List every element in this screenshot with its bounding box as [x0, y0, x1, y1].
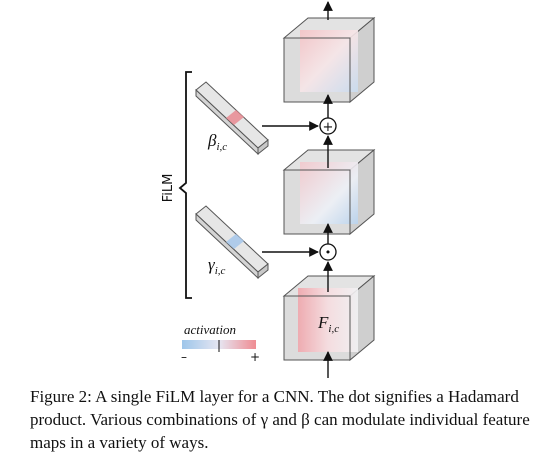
svg-text:+: +: [323, 120, 334, 135]
svg-text:•: •: [325, 246, 332, 259]
activation-plus: +: [250, 350, 260, 364]
film-brace: [178, 71, 192, 299]
output-cube: [282, 16, 376, 104]
gamma-vector: [195, 205, 269, 280]
beta-vector: [195, 81, 269, 156]
activation-minus: –: [181, 350, 187, 364]
feature-label: Fi,c: [317, 313, 339, 335]
figure-caption: Figure 2: A single FiLM layer for a CNN.…: [30, 387, 530, 452]
film-diagram: Fi,c + • βi,c γi,c FiLM activation: [161, 1, 376, 378]
addition-operator: +: [319, 117, 337, 135]
gamma-label: γi,c: [208, 255, 226, 277]
activation-title: activation: [184, 322, 236, 337]
hadamard-operator: •: [319, 243, 337, 261]
feature-cube: [282, 274, 376, 362]
modulated-cube: [282, 148, 376, 236]
activation-legend: activation – +: [181, 322, 260, 364]
film-label: FiLM: [161, 174, 176, 203]
beta-label: βi,c: [207, 131, 227, 153]
